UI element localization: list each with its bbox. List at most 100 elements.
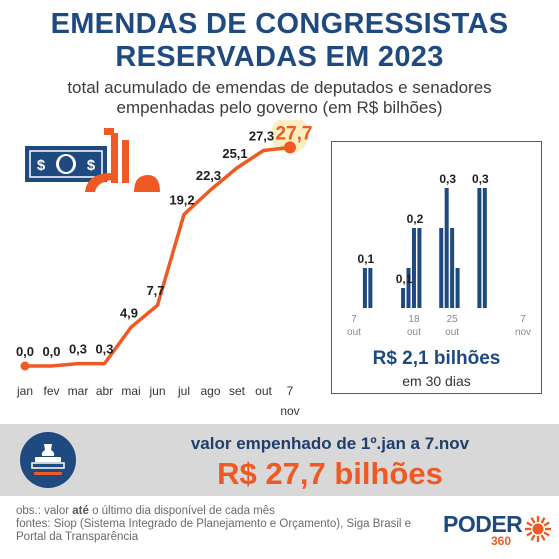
tick-month-label: out: [445, 327, 459, 338]
sunburst-ray: [540, 517, 546, 524]
x-tick-label: abr: [96, 384, 113, 398]
series-line: [25, 145, 291, 368]
stamp-handle-right: [122, 140, 129, 183]
x-tick-label: 7: [287, 384, 294, 398]
bar-value-label: 0,3: [439, 172, 456, 186]
banknote-inner-circle: [59, 156, 73, 172]
obs-note: obs.: valor até o último dia disponível …: [16, 505, 416, 518]
bar-value-label: 0,1: [396, 272, 413, 286]
daily-bar: [417, 228, 422, 308]
sunburst-icon: [525, 516, 551, 542]
data-label: 4,9: [120, 305, 138, 320]
data-label: 25,1: [222, 146, 247, 161]
page-title: EMENDAS DE CONGRESSISTAS RESERVADAS EM 2…: [0, 8, 559, 74]
sunburst-ray: [540, 534, 546, 541]
last-30-days-panel: 0,1 0,1 0,2 0,3 0,3 7 out 18 out 25 out 7 nov R$ 2,1…: [331, 141, 542, 394]
sunburst-ray: [530, 534, 536, 541]
daily-bar: [368, 268, 373, 308]
x-tick-label: fev: [43, 384, 59, 398]
x-tick-label: jun: [148, 384, 165, 398]
x-tick-label: ago: [200, 384, 220, 398]
stamp-icon-mark: [34, 472, 62, 475]
summary-band: valor empenhado de 1º.jan a 7.nov R$ 27,…: [0, 424, 559, 496]
data-label: 0,3: [95, 342, 113, 357]
banknote-symbol-left: $: [37, 157, 46, 174]
obs-suffix: o último dia disponível de cada mês: [88, 505, 275, 517]
obs-bold: até: [72, 505, 89, 517]
x-tick-label: jan: [16, 384, 33, 398]
daily-bar: [444, 188, 449, 308]
sunburst-ray: [543, 521, 550, 527]
daily-bar: [401, 288, 406, 308]
x-tick-label: out: [255, 384, 272, 398]
stamp-icon-pad: [31, 462, 65, 469]
stamp-handle-left: [111, 133, 118, 183]
banknote-symbol-right: $: [87, 157, 96, 174]
data-label: 7,7: [146, 283, 164, 298]
daily-bar: [411, 228, 416, 308]
sources-line-1: fontes: Siop (Sistema Integrado de Plane…: [16, 518, 412, 530]
data-label: 27,7: [276, 123, 313, 144]
data-label: 19,2: [169, 192, 194, 207]
stamp-icon-handle: [41, 444, 55, 456]
tick-month-label: nov: [515, 327, 531, 338]
footnotes: obs.: valor até o último dia disponível …: [16, 505, 416, 544]
summary-label: valor empenhado de 1º.jan a 7.nov: [190, 434, 470, 453]
x-tick-label: mar: [68, 384, 89, 398]
sunburst-ray: [543, 531, 550, 537]
line-end-point: [284, 141, 296, 154]
sources-line-2: Portal da Transparência: [16, 531, 139, 543]
tick-day-label: 25: [447, 314, 459, 325]
daily-bar-chart: 0,1 0,1 0,2 0,3 0,3 7 out 18 out 25 out 7 nov: [347, 172, 531, 338]
tick-day-label: 7: [520, 314, 526, 325]
daily-bar: [477, 188, 482, 308]
stamp-top: [104, 128, 114, 135]
tick-month-label: out: [347, 327, 361, 338]
summary-value: R$ 27,7 bilhões: [217, 456, 443, 491]
subtitle-line-2: empenhadas pelo governo (em R$ bilhões): [116, 98, 443, 117]
bar-value-label: 0,3: [472, 172, 489, 186]
brand-logo: PODER 360: [443, 511, 553, 551]
stamp-icon-graphic: [31, 444, 65, 475]
stamp-curve: [85, 173, 112, 192]
highlight-glow: [271, 120, 309, 154]
stamp-base: [134, 175, 160, 192]
stamp-icon-body: [35, 457, 61, 462]
sunburst-ray: [526, 531, 533, 537]
x-tick-label: mai: [121, 384, 140, 398]
money-note-and-stamp-icon: $ $: [25, 128, 160, 192]
data-label: 0,0: [16, 344, 34, 359]
x-tick-label: nov: [280, 404, 299, 418]
daily-bar: [362, 268, 367, 308]
inset-total: R$ 2,1 bilhões: [372, 348, 501, 369]
daily-bar: [482, 188, 487, 308]
data-label: 22,3: [196, 168, 221, 183]
brand-word: PODER: [443, 511, 523, 537]
bar-value-label: 0,2: [407, 212, 424, 226]
stamp-icon: [20, 432, 76, 488]
banknote-border: [29, 150, 103, 178]
daily-bar: [455, 268, 460, 308]
daily-bar: [450, 228, 455, 308]
tick-month-label: out: [407, 327, 421, 338]
bar-value-label: 0,1: [358, 252, 375, 266]
title-line-1: EMENDAS DE CONGRESSISTAS: [50, 8, 509, 40]
data-label: 0,0: [42, 344, 60, 359]
cumulative-line-chart: $ $ 0,0 0,0 0,3 0,3 4,9 7,7 19,222,325,127,3 27…: [16, 120, 313, 418]
x-tick-label: jul: [177, 384, 190, 398]
data-label: 0,3: [69, 342, 87, 357]
daily-bar: [439, 228, 444, 308]
sunburst-core: [532, 523, 544, 535]
page-subtitle: total acumulado de emendas de deputados …: [0, 78, 559, 118]
x-tick-label: set: [229, 384, 246, 398]
brand-number: 360: [491, 534, 512, 548]
obs-prefix: obs.: valor: [16, 505, 73, 517]
tick-day-label: 7: [351, 314, 357, 325]
tick-day-label: 18: [408, 314, 420, 325]
sunburst-ray: [530, 517, 536, 524]
subtitle-line-1: total acumulado de emendas de deputados …: [67, 78, 492, 97]
data-label: 27,3: [249, 129, 274, 144]
inset-period: em 30 dias: [402, 373, 471, 389]
daily-bar: [406, 268, 411, 308]
title-line-2: RESERVADAS EM 2023: [115, 41, 444, 73]
